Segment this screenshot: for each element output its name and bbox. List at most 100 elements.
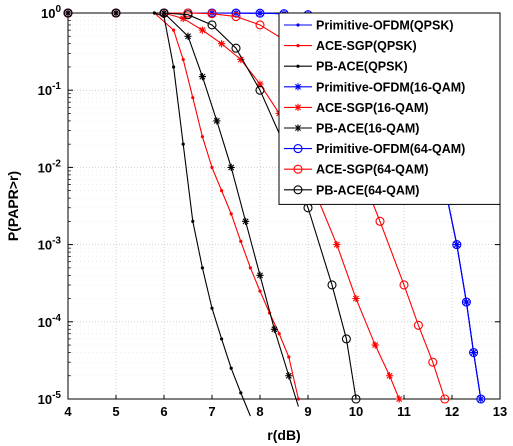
data-point xyxy=(375,216,385,226)
data-point xyxy=(386,372,394,380)
y-tick-label: 10-1 xyxy=(38,81,62,98)
data-point xyxy=(200,135,204,139)
data-point xyxy=(159,8,169,18)
y-tick-label: 10-4 xyxy=(38,313,62,330)
legend-item: ACE-SGP(QPSK) xyxy=(284,39,417,53)
data-point xyxy=(181,142,185,146)
data-point xyxy=(184,32,192,40)
legend-item: ACE-SGP(64-QAM) xyxy=(284,163,429,177)
legend-marker xyxy=(293,185,303,195)
data-point xyxy=(327,280,337,290)
legend-marker xyxy=(296,44,300,48)
data-point xyxy=(333,241,341,249)
data-point xyxy=(210,306,214,310)
x-tick-label: 11 xyxy=(397,404,411,419)
y-axis-label: P(PAPR>r) xyxy=(5,171,21,241)
data-point xyxy=(239,391,243,395)
data-point xyxy=(256,80,264,88)
x-tick-label: 7 xyxy=(208,404,215,419)
x-tick-label: 6 xyxy=(160,404,167,419)
legend-marker xyxy=(294,83,302,91)
legend-label: PB-ACE(QPSK) xyxy=(316,60,408,74)
data-point xyxy=(191,96,195,100)
data-point xyxy=(111,8,121,18)
data-point xyxy=(213,117,221,125)
y-tick-label: 100 xyxy=(41,4,61,21)
data-point xyxy=(181,57,185,62)
grid-lines xyxy=(67,12,501,400)
data-point xyxy=(191,219,195,223)
legend-marker xyxy=(296,23,300,27)
data-point xyxy=(287,355,291,359)
data-point xyxy=(296,397,300,401)
data-point xyxy=(220,337,224,341)
data-point xyxy=(440,394,450,404)
x-tick-label: 13 xyxy=(493,404,507,419)
y-axis-ticks: 100 10-1 10-2 10-3 10-4 10-5 xyxy=(38,4,500,407)
data-point xyxy=(218,40,226,48)
x-tick-label: 5 xyxy=(112,404,119,419)
data-point xyxy=(242,217,250,225)
legend-marker xyxy=(296,64,300,68)
data-point xyxy=(172,65,176,69)
data-point xyxy=(179,14,187,23)
data-point xyxy=(255,8,265,18)
legend-label: Primitive-OFDM(QPSK) xyxy=(316,19,454,33)
y-tick-label: 10-3 xyxy=(38,236,62,253)
legend-item: PB-ACE(16-QAM) xyxy=(284,122,419,136)
data-point xyxy=(258,289,262,293)
y-tick-label: 10-2 xyxy=(38,158,62,175)
legend-label: Primitive-OFDM(16-QAM) xyxy=(316,80,465,94)
data-point xyxy=(200,266,204,270)
data-point xyxy=(352,294,360,303)
data-point xyxy=(237,55,245,64)
legend-label: ACE-SGP(16-QAM) xyxy=(316,101,429,115)
legend-marker xyxy=(294,103,302,111)
data-point xyxy=(428,357,438,367)
data-point xyxy=(270,325,278,333)
x-tick-label: 4 xyxy=(64,404,72,419)
data-point xyxy=(371,341,379,349)
legend-item: PB-ACE(QPSK) xyxy=(284,60,408,74)
x-tick-label: 9 xyxy=(304,404,311,419)
legend-item: PB-ACE(64-QAM) xyxy=(284,183,419,197)
x-tick-label: 12 xyxy=(445,404,459,419)
data-point xyxy=(395,395,403,403)
legend-label: PB-ACE(16-QAM) xyxy=(316,122,419,136)
series-line xyxy=(68,12,357,400)
legend-item: Primitive-OFDM(64-QAM) xyxy=(284,142,465,156)
legend-label: ACE-SGP(64-QAM) xyxy=(316,163,429,177)
data-point xyxy=(210,165,214,169)
data-point xyxy=(255,85,265,95)
legend-label: ACE-SGP(QPSK) xyxy=(316,39,417,53)
data-point xyxy=(229,366,233,370)
data-point xyxy=(239,239,243,244)
data-point xyxy=(256,271,264,279)
data-point xyxy=(231,11,241,22)
data-point xyxy=(207,20,217,30)
x-tick-label: 10 xyxy=(349,404,363,419)
legend-item: ACE-SGP(16-QAM) xyxy=(284,101,429,115)
legend-marker xyxy=(294,124,302,132)
data-point xyxy=(341,334,351,344)
data-point xyxy=(198,26,206,34)
legend-box xyxy=(278,12,501,205)
data-point xyxy=(183,10,193,20)
data-point xyxy=(461,297,471,307)
series-markers xyxy=(64,9,293,380)
data-point xyxy=(207,9,217,19)
data-point xyxy=(285,372,293,380)
data-point xyxy=(469,347,479,358)
data-point xyxy=(63,8,73,18)
series-markers xyxy=(63,8,361,404)
data-point xyxy=(220,189,224,193)
legend-marker xyxy=(293,164,303,174)
x-axis-ticks: 4 5 6 7 8 9 10 11 12 13 xyxy=(64,13,507,419)
data-point xyxy=(277,332,281,336)
data-point xyxy=(248,266,252,270)
y-tick-label: 10-5 xyxy=(38,390,62,407)
legend-marker xyxy=(293,144,303,154)
legend-label: Primitive-OFDM(64-QAM) xyxy=(316,142,465,156)
legend-item: Primitive-OFDM(16-QAM) xyxy=(284,80,465,94)
